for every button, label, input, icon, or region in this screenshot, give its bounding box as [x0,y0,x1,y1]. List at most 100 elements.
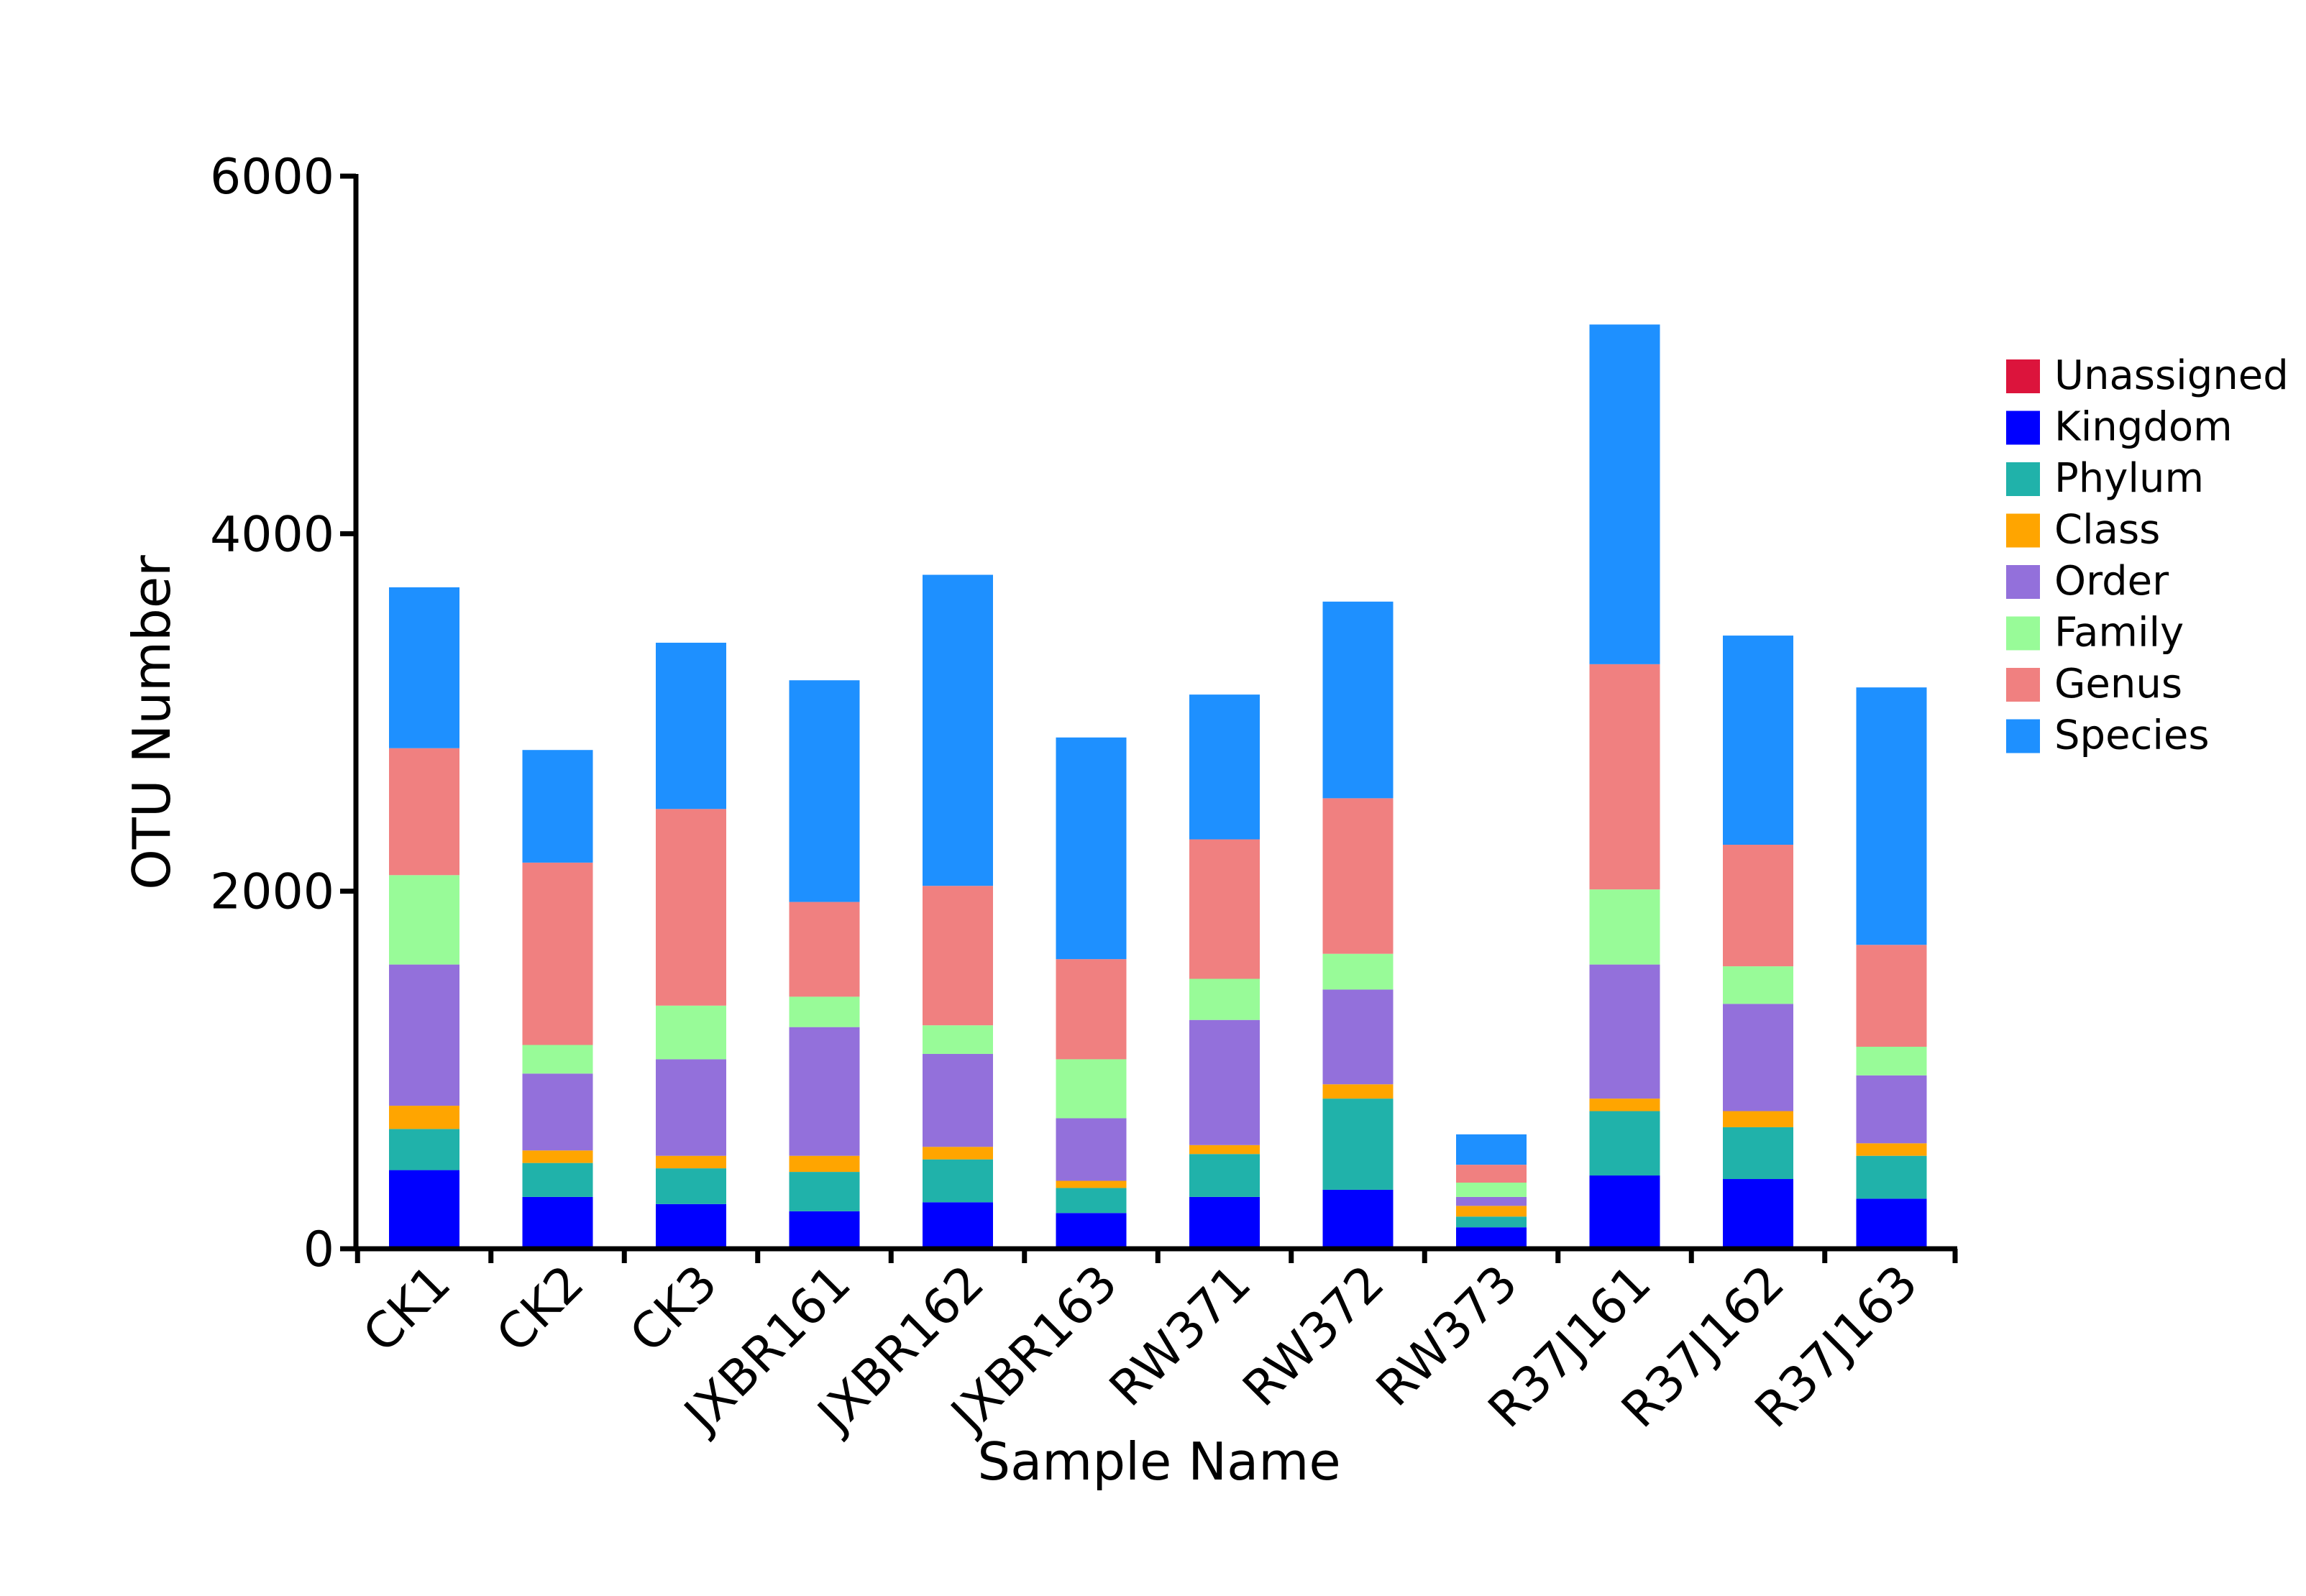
bar-ck2-order [522,1073,593,1151]
bar-jxbr161-species [789,680,860,902]
bar-jxbr163-genus [1056,959,1127,1060]
bar-rw372-phylum [1322,1099,1394,1190]
bar-rw371-kingdom [1189,1196,1260,1249]
y-tick-label-4000: 4000 [210,506,334,563]
legend-label-species: Species [2054,712,2210,759]
bar-rw371-class [1189,1145,1260,1155]
bar-jxbr162-phylum [923,1159,993,1203]
bar-rw373-phylum [1456,1216,1527,1228]
y-tick-label-2000: 2000 [210,864,334,921]
bar-ck3-order [656,1059,726,1156]
bar-r37j161-order [1589,964,1660,1099]
bar-r37j162-class [1723,1111,1793,1127]
legend-label-genus: Genus [2054,661,2182,707]
bar-ck3-phylum [656,1168,726,1204]
bar-jxbr163-phylum [1056,1188,1127,1214]
bar-jxbr161-order [789,1027,860,1156]
bar-jxbr163-species [1056,737,1127,960]
legend-swatch-kingdom [2006,411,2040,445]
bar-rw371-family [1189,978,1260,1020]
bar-jxbr163-kingdom [1056,1213,1127,1249]
bar-ck2-family [522,1045,593,1074]
bars-layer [389,324,1927,1249]
bar-rw371-genus [1189,839,1260,979]
bar-jxbr161-genus [789,902,860,997]
bar-jxbr161-phylum [789,1172,860,1211]
bar-ck1-order [389,964,459,1106]
bar-r37j161-kingdom [1589,1175,1660,1249]
bar-r37j163-class [1856,1143,1927,1156]
bar-r37j161-family [1589,889,1660,965]
bar-jxbr162-class [923,1147,993,1160]
legend-label-class: Class [2054,507,2160,554]
bar-jxbr162-family [923,1025,993,1054]
x-tick-label-rw371: RW371 [1099,1255,1262,1418]
bar-jxbr162-kingdom [923,1202,993,1249]
bar-r37j163-kingdom [1856,1198,1927,1249]
bar-ck1-phylum [389,1129,459,1170]
bar-jxbr162-species [923,574,993,886]
bar-r37j162-family [1723,966,1793,1004]
bar-rw372-species [1322,601,1394,799]
bar-ck2-species [522,750,593,863]
bar-rw372-family [1322,953,1394,990]
bar-rw372-kingdom [1322,1189,1394,1249]
legend-swatch-family [2006,616,2040,651]
bar-ck2-kingdom [522,1196,593,1249]
bar-jxbr161-family [789,996,860,1027]
bar-rw373-family [1456,1182,1527,1197]
x-tick-label-rw372: RW372 [1232,1255,1396,1418]
bar-r37j162-order [1723,1004,1793,1111]
legend-label-kingdom: Kingdom [2054,404,2233,451]
legend-label-order: Order [2054,558,2169,605]
legend-label-unassigned: Unassigned [2054,352,2289,399]
bar-ck1-species [389,587,459,748]
bar-r37j161-phylum [1589,1111,1660,1176]
bar-ck3-species [656,643,726,810]
bar-r37j163-genus [1856,945,1927,1047]
bar-jxbr162-order [923,1053,993,1147]
legend-swatch-species [2006,719,2040,753]
legend-swatch-phylum [2006,462,2040,496]
bar-ck3-class [656,1155,726,1169]
bar-r37j162-genus [1723,845,1793,967]
bar-jxbr162-genus [923,886,993,1026]
bar-rw373-kingdom [1456,1227,1527,1249]
legend-label-family: Family [2054,610,2184,656]
bar-r37j163-phylum [1856,1155,1927,1199]
bar-jxbr161-class [789,1155,860,1173]
bar-r37j163-species [1856,687,1927,945]
bar-r37j162-phylum [1723,1127,1793,1180]
legend-swatch-genus [2006,668,2040,702]
bar-r37j161-species [1589,324,1660,664]
x-tick-label-ck3: CK3 [619,1255,728,1364]
bar-rw373-species [1456,1134,1527,1165]
x-tick-label-ck2: CK2 [486,1255,595,1364]
bar-rw373-genus [1456,1165,1527,1183]
y-tick-label-6000: 6000 [210,149,334,206]
bar-jxbr161-kingdom [789,1211,860,1249]
bar-rw372-genus [1322,798,1394,954]
bar-ck2-genus [522,862,593,1045]
bar-ck1-genus [389,748,459,876]
bar-rw373-class [1456,1206,1527,1217]
bar-rw371-order [1189,1019,1260,1145]
bar-ck2-class [522,1150,593,1163]
bar-ck1-kingdom [389,1170,459,1249]
bar-r37j162-kingdom [1723,1179,1793,1249]
bar-ck3-family [656,1005,726,1060]
y-axis-title: OTU Number [122,555,182,890]
bar-ck2-phylum [522,1162,593,1197]
bar-rw371-species [1189,694,1260,840]
bar-ck1-class [389,1106,459,1129]
bar-r37j161-genus [1589,664,1660,890]
bar-rw372-order [1322,989,1394,1085]
x-axis-title: Sample Name [977,1431,1340,1492]
bar-rw372-class [1322,1084,1394,1099]
y-tick-label-0: 0 [303,1221,334,1278]
bar-ck3-genus [656,809,726,1006]
legend-swatch-unassigned [2006,359,2040,393]
bar-jxbr163-order [1056,1118,1127,1181]
